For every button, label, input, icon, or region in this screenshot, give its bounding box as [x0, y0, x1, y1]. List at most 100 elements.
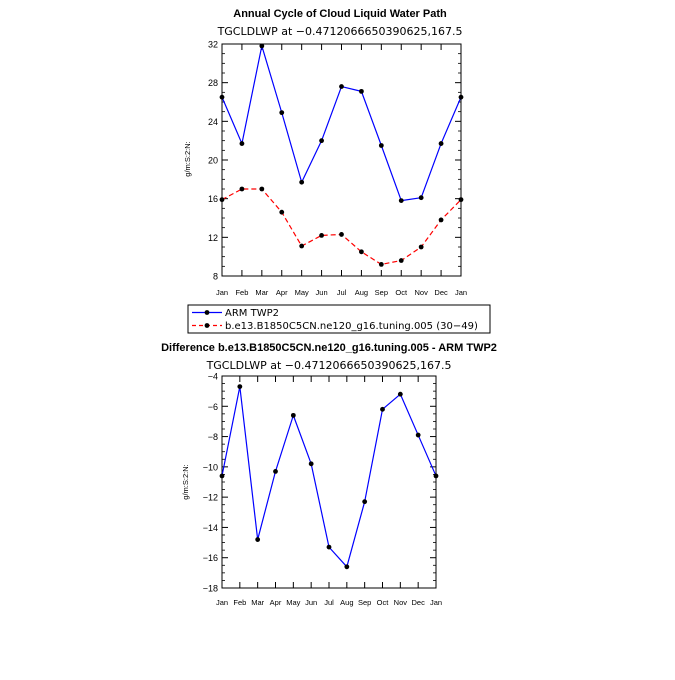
chart2-xtick-label: Sep	[358, 598, 371, 607]
chart1-xtick-label: Nov	[414, 288, 428, 297]
chart1-ytick-label: 8	[213, 272, 218, 282]
chart1-ytick-label: 32	[208, 40, 218, 50]
chart1-xtick-label: Oct	[395, 288, 408, 297]
chart1-series-1-point	[359, 88, 364, 94]
legend-box	[187, 304, 491, 334]
chart2-series-1-point	[219, 473, 225, 479]
chart1-series-1-point	[418, 195, 424, 201]
legend-marker-model	[204, 323, 210, 328]
chart2-ytick-label: −6	[208, 402, 218, 412]
chart1-series-2-point	[418, 244, 424, 250]
chart1-xtick-label: Feb	[235, 288, 248, 297]
chart2-subtitle: TGCLDLWP at −0.4712066650390625,167.5	[206, 359, 452, 372]
chart1-xtick-label: Jun	[316, 288, 328, 297]
chart2-series-1-point	[362, 499, 368, 505]
legend-label-arm: ARM TWP2	[225, 308, 279, 319]
chart2-xtick-label: Aug	[340, 598, 353, 607]
chart1-series-2-point	[279, 209, 285, 215]
chart1-series-1-point	[458, 94, 464, 100]
chart2-xtick-label: Jun	[305, 598, 317, 607]
chart1-series-1-point	[438, 141, 444, 146]
chart1-xtick-label: May	[295, 288, 309, 297]
chart1-subtitle: TGCLDLWP at −0.4712066650390625,167.5	[217, 25, 463, 38]
chart1-series-2-point	[319, 233, 324, 238]
chart2-series-1-point	[397, 391, 403, 397]
chart2-series-1-point	[273, 469, 278, 474]
chart1-series-2-point	[458, 197, 464, 203]
chart1-xtick-label: Jan	[216, 288, 228, 297]
chart1-axes: 8 12 16 20 24 28 32 Jan Feb Mar Apr May Jun Jul Aug Sep…	[208, 40, 467, 298]
chart2-xtick-label: Mar	[251, 598, 264, 607]
chart2-xtick-label: Apr	[270, 598, 282, 607]
chart1-series-1-point	[279, 110, 285, 116]
chart2-ytick-label: −4	[208, 372, 218, 382]
legend-label-model: b.e13.B1850C5CN.ne120_g16.tuning.005 (30…	[225, 321, 478, 332]
chart2-title: Difference b.e13.B1850C5CN.ne120_g16.tun…	[161, 342, 497, 354]
chart1-series-2-point	[398, 258, 404, 263]
chart2-xtick-label: Jan	[216, 598, 228, 607]
chart1-xtick-label: Dec	[434, 288, 448, 297]
chart2-xtick-label: Jan	[430, 598, 442, 607]
chart1-ylabel: g/m:S:2:N:	[183, 141, 192, 176]
chart1-series-2-point	[259, 186, 265, 192]
chart2-ylabel: g/m:S:2:N:	[181, 464, 190, 499]
chart1-series-2-point	[339, 232, 344, 237]
chart1-series-2-point	[438, 217, 444, 223]
chart2-series-1-point	[255, 537, 261, 542]
chart1-legend: ARM TWP2 b.e13.B1850C5CN.ne120_g16.tunin…	[187, 304, 491, 334]
chart2-frame	[221, 375, 437, 589]
chart1-series-1-point	[299, 179, 305, 185]
chart2-series-1-point	[433, 473, 439, 479]
chart1-series-1-line	[221, 45, 462, 202]
chart2-series-1-point	[290, 412, 296, 418]
chart2-xtick-label: Dec	[411, 598, 425, 607]
chart2-xtick-label: Jul	[324, 598, 334, 607]
chart2-ytick-label: −10	[203, 462, 218, 472]
chart1-title: Annual Cycle of Cloud Liquid Water Path	[233, 8, 447, 20]
chart2-ytick-label: −12	[203, 493, 218, 503]
chart1-series-2-point	[299, 243, 305, 249]
chart2-xtick-label: Oct	[377, 598, 390, 607]
chart1-series-2-point	[359, 249, 364, 255]
chart1-ytick-label: 24	[208, 117, 218, 127]
chart2-xtick-label: May	[286, 598, 300, 607]
chart2-series-1-point	[237, 384, 243, 389]
chart1-xtick-label: Apr	[276, 288, 288, 297]
chart1-series-1-point	[319, 138, 324, 144]
chart2-series-1-point	[380, 406, 385, 412]
chart1-ytick-label: 20	[208, 156, 218, 166]
chart2-series-1-line	[221, 386, 437, 568]
chart2-series-1-point	[308, 461, 314, 467]
chart1-series-2-point	[219, 197, 225, 203]
chart2-series-1-point	[344, 564, 350, 570]
chart1-series-1-point	[219, 94, 225, 100]
chart2-ytick-label: −8	[208, 432, 218, 442]
chart1-series-1-point	[259, 43, 265, 49]
chart1-series-2-line	[221, 188, 462, 265]
chart2-axes: −18 −16 −14 −12 −10 −8 −6 −4 Jan Feb Mar Apr May Jun J…	[203, 372, 442, 608]
chart2-xtick-label: Nov	[394, 598, 408, 607]
chart2-series-1-point	[415, 432, 421, 438]
chart1-series-2-point	[239, 186, 245, 192]
chart1-xtick-label: Sep	[375, 288, 388, 297]
chart1-series-2-point	[378, 262, 384, 267]
chart1-xtick-label: Mar	[255, 288, 268, 297]
chart2-ytick-label: −18	[203, 584, 218, 594]
chart1-ytick-label: 16	[208, 194, 218, 204]
chart1-series-1-point	[378, 143, 384, 148]
legend-marker-arm	[204, 310, 210, 315]
chart2-ytick-label: −16	[203, 553, 218, 563]
chart2-ytick-label: −14	[203, 523, 218, 533]
chart1-ytick-label: 28	[208, 78, 218, 88]
chart1-ytick-label: 12	[208, 233, 218, 243]
chart1-xtick-label: Jan	[455, 288, 467, 297]
chart1-series-1-point	[239, 141, 245, 146]
chart1-series-1-point	[339, 84, 344, 89]
chart2-series-1-point	[326, 544, 332, 550]
chart2-xtick-label: Feb	[233, 598, 246, 607]
chart1-xtick-label: Aug	[355, 288, 368, 297]
chart1-series-1-point	[398, 198, 404, 204]
chart1-xtick-label: Jul	[337, 288, 347, 297]
